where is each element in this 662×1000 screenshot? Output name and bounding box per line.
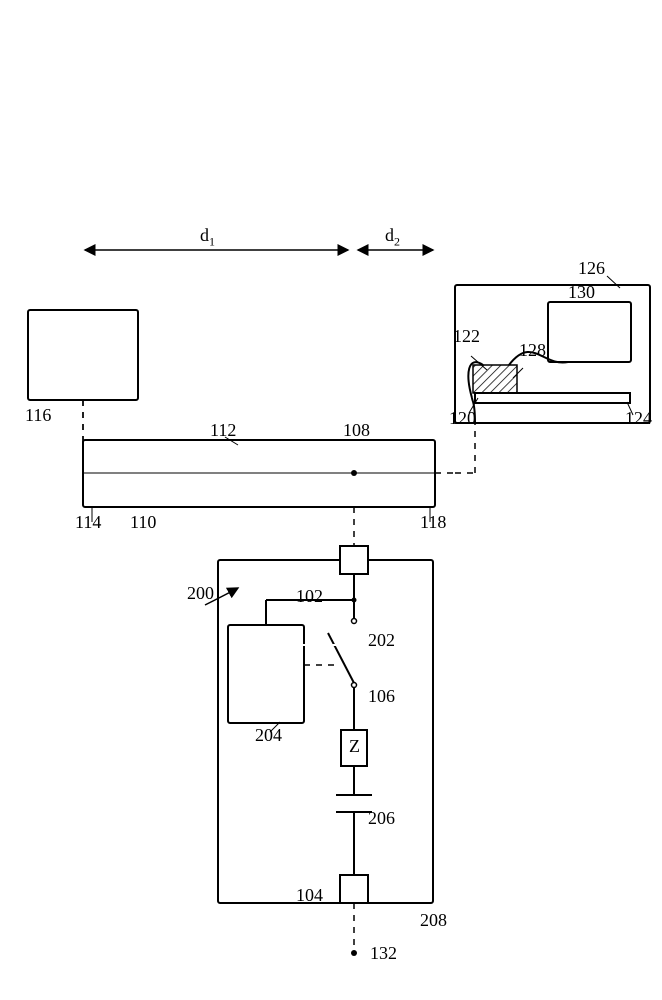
- label-202: 202: [368, 630, 395, 651]
- label-108: 108: [343, 420, 370, 441]
- label-128: 128: [519, 340, 546, 361]
- label-124: 124: [625, 408, 652, 429]
- label-Z: Z: [349, 736, 360, 757]
- label-114: 114: [75, 512, 101, 533]
- label-130: 130: [568, 282, 595, 303]
- label-110: 110: [130, 512, 156, 533]
- label-206: 206: [368, 808, 395, 829]
- label-d2: d2: [385, 225, 400, 250]
- label-132: 132: [370, 943, 397, 964]
- label-102: 102: [296, 586, 323, 607]
- label-d1: d1: [200, 225, 215, 250]
- label-112: 112: [210, 420, 236, 441]
- label-200: 200: [187, 583, 214, 604]
- label-104: 104: [296, 885, 323, 906]
- label-106: 106: [368, 686, 395, 707]
- label-204: 204: [255, 725, 282, 746]
- label-120: 120: [449, 408, 476, 429]
- label-126: 126: [578, 258, 605, 279]
- label-116: 116: [25, 405, 51, 426]
- label-208: 208: [420, 910, 447, 931]
- label-118: 118: [420, 512, 446, 533]
- label-122: 122: [453, 326, 480, 347]
